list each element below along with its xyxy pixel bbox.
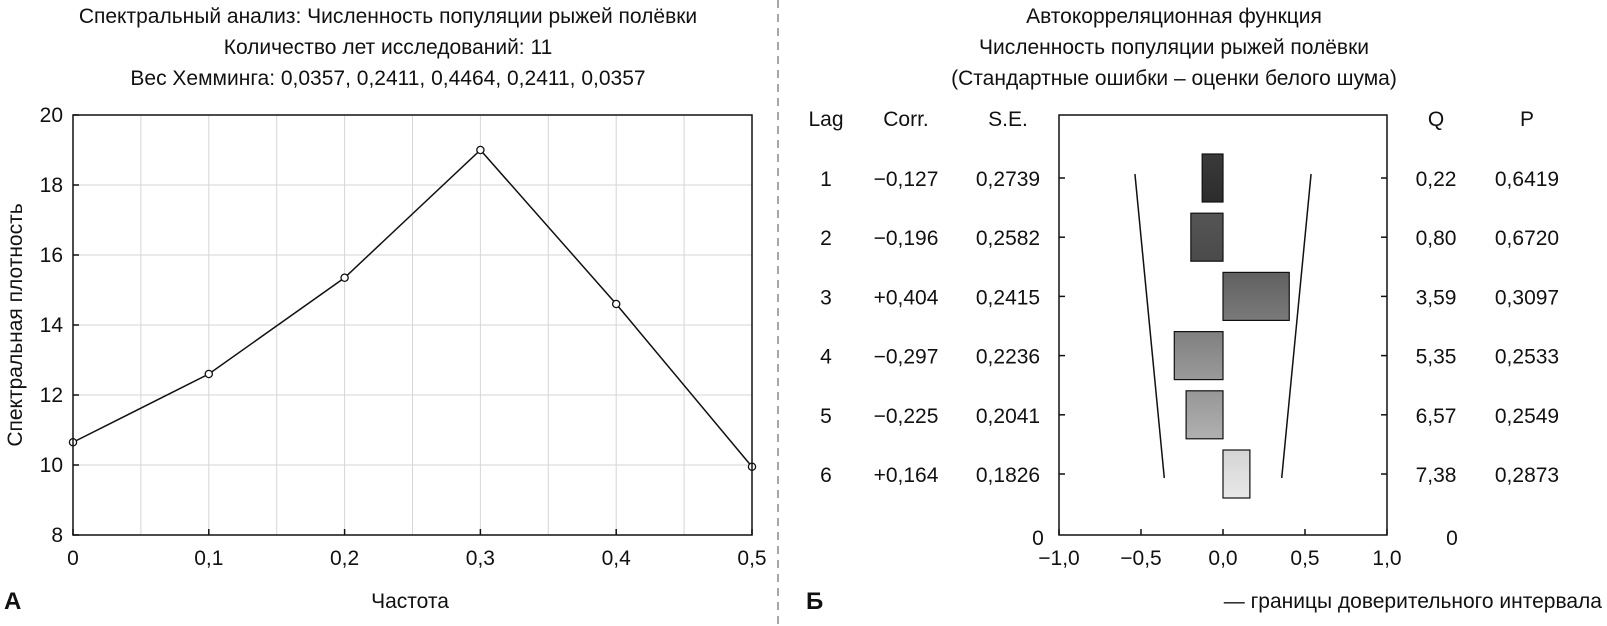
acf-se-value: 0,2415 (976, 286, 1040, 309)
y-tick-label: 8 (51, 524, 63, 547)
acf-se-value: 0,2236 (976, 346, 1040, 369)
acf-x-tick-label: 0,0 (1208, 547, 1237, 570)
acf-q-value: 0,22 (1416, 168, 1457, 191)
col-header-p: P (1520, 108, 1534, 131)
acf-p-value: 0,3097 (1495, 286, 1559, 309)
acf-x-tick-label: 0,5 (1290, 547, 1319, 570)
acf-p-value: 0,2549 (1495, 405, 1559, 428)
acf-q-value: 6,57 (1416, 405, 1457, 428)
col-header-lag: Lag (808, 108, 843, 131)
data-point (340, 273, 349, 282)
acf-q-value: 7,38 (1416, 464, 1457, 487)
confidence-bound-left (1134, 173, 1166, 479)
panel-letter-b: Б (806, 588, 823, 615)
spectral-x-axis-label: Частота (371, 590, 449, 613)
acf-lag-value: 2 (820, 227, 832, 250)
spectral-y-axis-label: Спектральная плотность (4, 203, 27, 446)
acf-p-value: 0,2533 (1495, 346, 1559, 369)
y-tick-label: 20 (40, 104, 63, 127)
acf-zero-row-left: 0 (1032, 527, 1044, 550)
acf-bar (1222, 271, 1290, 321)
spectral-y-ticks: 8 10 12 14 16 18 20 (40, 104, 79, 547)
y-tick-label: 10 (40, 454, 63, 477)
acf-zero-row-right: 0 (1446, 527, 1458, 550)
confidence-bound-right (1280, 173, 1312, 479)
spectral-density-line (72, 148, 753, 468)
acf-x-tick-label: −0,5 (1120, 547, 1161, 570)
spectral-title-line-1: Спектральный анализ: Численность популяц… (79, 5, 697, 28)
spectral-x-ticks: 0 0,1 0,2 0,3 0,4 0,5 (67, 529, 767, 570)
acf-bar (1201, 153, 1224, 203)
acf-x-ticks: −1,0 −0,5 0,0 0,5 1,0 (1038, 529, 1402, 570)
x-tick-label: 0,5 (737, 547, 766, 570)
acf-lag-value: 1 (820, 168, 832, 191)
data-point (611, 299, 621, 309)
y-tick-label: 14 (40, 314, 64, 337)
y-tick-label: 16 (40, 244, 63, 267)
spectral-title-line-3: Вес Хемминга: 0,0357, 0,2411, 0,4464, 0,… (130, 67, 645, 90)
acf-lag-value: 3 (820, 286, 832, 309)
acf-p-value: 0,6419 (1495, 168, 1559, 191)
col-header-q: Q (1428, 108, 1444, 131)
acf-x-tick-label: 1,0 (1372, 547, 1401, 570)
acf-bar (1222, 449, 1251, 499)
spectral-title-line-2: Количество лет исследований: 11 (224, 36, 553, 59)
x-tick-label: 0,4 (602, 547, 632, 570)
y-tick-label: 12 (40, 384, 63, 407)
y-tick-label: 18 (40, 174, 63, 197)
acf-bar (1190, 212, 1224, 262)
acf-chart: Автокорреляционная функция Численность п… (806, 5, 1602, 615)
x-tick-label: 0 (67, 547, 79, 570)
spectral-grid (72, 114, 753, 536)
acf-bar (1173, 331, 1224, 381)
acf-corr-value: −0,225 (874, 405, 939, 428)
x-tick-label: 0,1 (194, 547, 223, 570)
spectral-plot-frame (72, 114, 753, 536)
acf-lag-value: 6 (820, 464, 832, 487)
acf-q-value: 0,80 (1416, 227, 1457, 250)
spectral-chart: Спектральный анализ: Численность популяц… (4, 5, 767, 615)
acf-lag-value: 5 (820, 405, 832, 428)
acf-x-tick-label: −1,0 (1038, 547, 1079, 570)
acf-bar (1185, 390, 1224, 440)
acf-se-value: 0,2041 (976, 405, 1040, 428)
col-header-se: S.E. (988, 108, 1028, 131)
panel-letter-a: А (4, 588, 21, 615)
acf-se-value: 0,2582 (976, 227, 1040, 250)
acf-corr-value: −0,127 (874, 168, 939, 191)
data-point (204, 369, 214, 379)
acf-p-value: 0,6720 (1495, 227, 1559, 250)
acf-se-value: 0,1826 (976, 464, 1040, 487)
acf-title-line-2: Численность популяции рыжей полёвки (979, 36, 1369, 59)
acf-p-value: 0,2873 (1495, 464, 1559, 487)
acf-lag-value: 4 (820, 346, 832, 369)
data-point (476, 145, 485, 155)
acf-corr-value: +0,404 (874, 286, 939, 309)
acf-corr-value: −0,297 (874, 346, 939, 369)
acf-bars (1173, 153, 1290, 499)
acf-corr-value: −0,196 (874, 227, 939, 250)
acf-se-value: 0,2739 (976, 168, 1040, 191)
x-tick-label: 0,3 (466, 547, 495, 570)
x-tick-label: 0,2 (330, 547, 359, 570)
acf-q-value: 3,59 (1416, 286, 1457, 309)
acf-title-line-3: (Стандартные ошибки – оценки белого шума… (951, 67, 1397, 90)
acf-title-line-1: Автокорреляционная функция (1026, 5, 1322, 28)
col-header-corr: Corr. (883, 108, 929, 131)
spectral-points (68, 145, 757, 471)
acf-table-rows: 1 −0,127 0,2739 0,22 0,6419 2 −0,196 0,2582 0,80… (820, 168, 1559, 487)
acf-q-value: 5,35 (1416, 346, 1457, 369)
acf-corr-value: +0,164 (874, 464, 939, 487)
acf-legend: — границы доверительного интервала (1224, 590, 1603, 613)
